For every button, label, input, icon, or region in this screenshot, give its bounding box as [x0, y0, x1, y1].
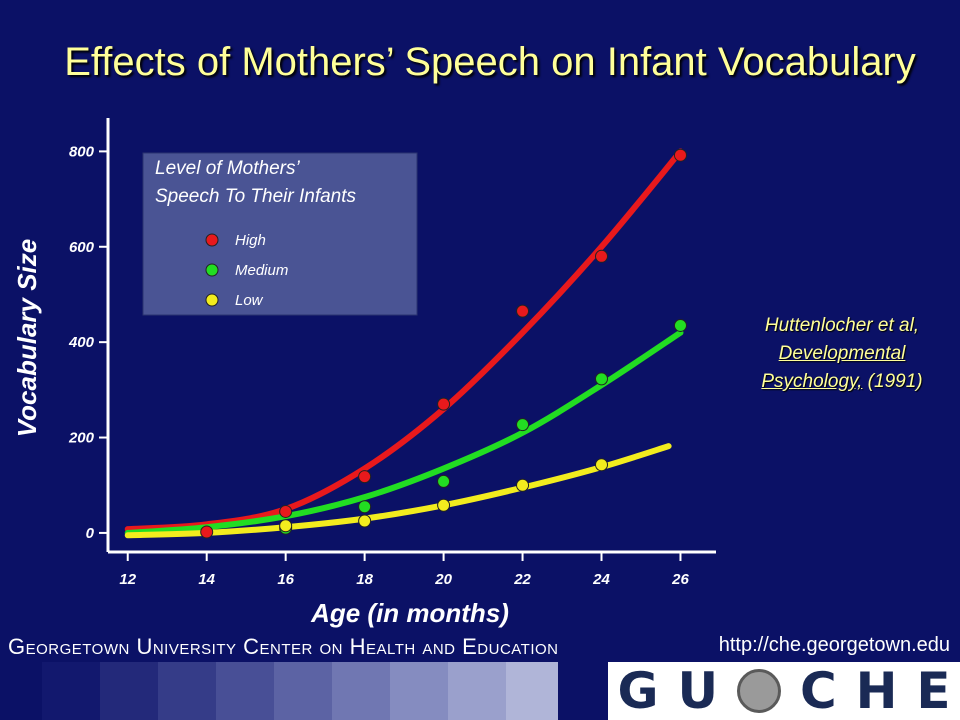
y-tick-label: 600 — [69, 239, 95, 256]
university-seal-icon — [737, 669, 781, 713]
footer-url-link[interactable]: http://che.georgetown.edu — [718, 634, 950, 656]
data-point-low — [279, 519, 293, 533]
logo-letter: G — [617, 662, 659, 720]
shade-block — [448, 662, 506, 720]
citation-line2: Developmental — [778, 343, 906, 364]
shade-block — [42, 662, 100, 720]
x-tick-label: 14 — [198, 571, 215, 588]
axes: 12 14 16 18 20 22 24 26 0 200 400 600 800 — [68, 118, 716, 588]
footer-gradient-bar — [0, 662, 960, 720]
shade-block — [274, 662, 332, 720]
citation-journal: Psychology, — [761, 371, 863, 392]
y-axis-title: Vocabulary Size — [12, 239, 42, 437]
x-tick-label: 24 — [592, 571, 610, 588]
data-point-low — [358, 514, 372, 528]
citation: Huttenlocher et al, Developmental Psycho… — [728, 312, 956, 396]
footer-organization: Georgetown University Center on Health a… — [8, 634, 559, 659]
data-point-medium — [595, 372, 609, 386]
data-point-medium — [437, 474, 451, 488]
legend-title-line2: Speech To Their Infants — [155, 186, 357, 207]
shade-block — [216, 662, 274, 720]
x-tick-label: 26 — [671, 571, 689, 588]
legend-label-low: Low — [235, 292, 264, 309]
x-tick-label: 22 — [513, 571, 531, 588]
logo-letter: H — [855, 662, 898, 720]
y-tick-label: 200 — [68, 430, 95, 447]
y-tick-label: 800 — [69, 143, 95, 160]
data-point-high — [358, 470, 372, 484]
data-point-high — [200, 525, 214, 539]
x-tick-label: 18 — [356, 571, 373, 588]
data-point-medium — [516, 418, 530, 432]
data-points — [200, 148, 687, 539]
x-tick-label: 16 — [277, 571, 294, 588]
data-point-low — [437, 498, 451, 512]
shade-block — [390, 662, 448, 720]
legend-label-medium: Medium — [235, 262, 288, 279]
data-point-high — [437, 397, 451, 411]
data-point-high — [673, 148, 687, 162]
shade-block — [0, 662, 42, 720]
data-point-high — [279, 504, 293, 518]
data-point-high — [516, 304, 530, 318]
legend: Level of Mothers’ Speech To Their Infant… — [142, 152, 418, 316]
x-axis-title: Age (in months) — [310, 598, 509, 628]
logo-letter: C — [799, 662, 837, 720]
logo-letter: E — [916, 662, 951, 720]
citation-line1: Huttenlocher et al, — [764, 315, 920, 336]
x-tick-label: 12 — [119, 571, 136, 588]
legend-box — [142, 152, 418, 316]
data-point-medium — [673, 318, 687, 332]
data-point-medium — [358, 500, 372, 514]
fit-curve-low — [124, 443, 672, 539]
y-tick-label: 400 — [68, 334, 95, 351]
citation-year: (1991) — [862, 371, 923, 392]
legend-title-line1: Level of Mothers’ — [155, 158, 300, 179]
legend-marker-low — [205, 293, 219, 307]
data-point-low — [516, 478, 530, 492]
logo-letter: U — [677, 662, 719, 720]
shade-block — [100, 662, 158, 720]
fit-curves — [124, 148, 684, 539]
legend-label-high: High — [235, 232, 266, 249]
shade-block — [506, 662, 558, 720]
fit-curve-medium — [124, 329, 684, 536]
legend-marker-medium — [205, 263, 219, 277]
data-point-high — [595, 249, 609, 263]
x-tick-label: 20 — [434, 571, 452, 588]
slide-title: Effects of Mothers’ Speech on Infant Voc… — [64, 40, 916, 84]
shade-block — [332, 662, 390, 720]
fit-curve-high — [124, 148, 684, 533]
citation-line3: Psychology, (1991) — [728, 368, 956, 396]
y-tick-label: 0 — [86, 525, 95, 542]
legend-marker-high — [205, 233, 219, 247]
data-point-low — [595, 458, 609, 472]
guche-logo: G U C H E — [608, 662, 960, 720]
shade-block — [158, 662, 216, 720]
